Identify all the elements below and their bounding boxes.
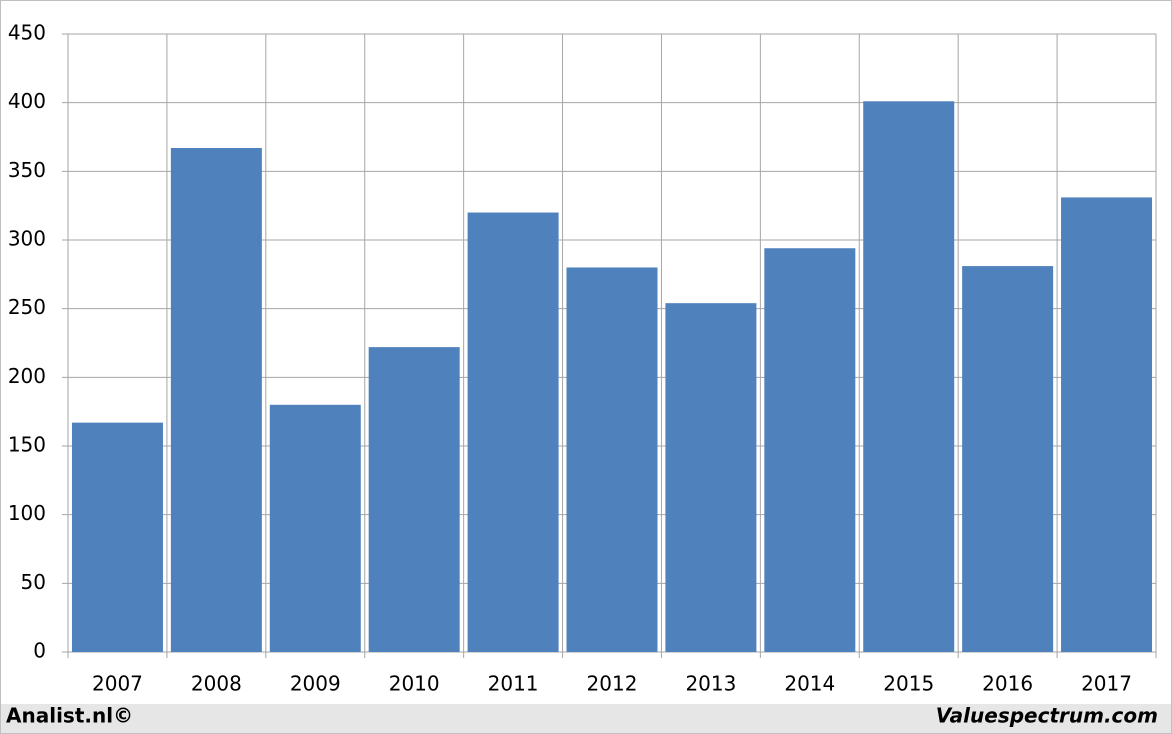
x-tick-label: 2008 — [191, 672, 242, 696]
y-tick-label: 100 — [8, 501, 46, 525]
bar — [566, 267, 658, 652]
bar — [368, 347, 460, 652]
y-tick-label: 0 — [33, 639, 46, 663]
y-tick-label: 400 — [8, 89, 46, 113]
x-tick-label: 2007 — [92, 672, 143, 696]
bar — [665, 303, 757, 652]
x-tick-label: 2012 — [587, 672, 638, 696]
y-tick-label: 150 — [8, 433, 46, 457]
footer-bar — [1, 704, 1171, 733]
bar — [962, 266, 1054, 652]
x-tick-label: 2011 — [488, 672, 539, 696]
footer-right: Valuespectrum.com — [936, 704, 1158, 728]
bar — [1061, 197, 1153, 652]
bar — [71, 422, 163, 652]
y-tick-label: 250 — [8, 295, 46, 319]
x-tick-label: 2010 — [389, 672, 440, 696]
bar — [170, 147, 262, 652]
y-tick-label: 50 — [21, 570, 46, 594]
footer-left: Analist.nl© — [6, 704, 133, 728]
y-tick-label: 200 — [8, 364, 46, 388]
x-tick-label: 2009 — [290, 672, 341, 696]
y-tick-label: 450 — [8, 21, 46, 45]
bar — [863, 101, 955, 652]
y-tick-label: 350 — [8, 158, 46, 182]
y-tick-label: 300 — [8, 227, 46, 251]
x-tick-label: 2016 — [982, 672, 1033, 696]
bar — [467, 212, 559, 653]
x-tick-label: 2017 — [1081, 672, 1132, 696]
x-tick-label: 2015 — [883, 672, 934, 696]
x-tick-label: 2014 — [784, 672, 835, 696]
x-tick-label: 2013 — [685, 672, 736, 696]
bar — [269, 404, 361, 652]
bar — [764, 248, 856, 653]
